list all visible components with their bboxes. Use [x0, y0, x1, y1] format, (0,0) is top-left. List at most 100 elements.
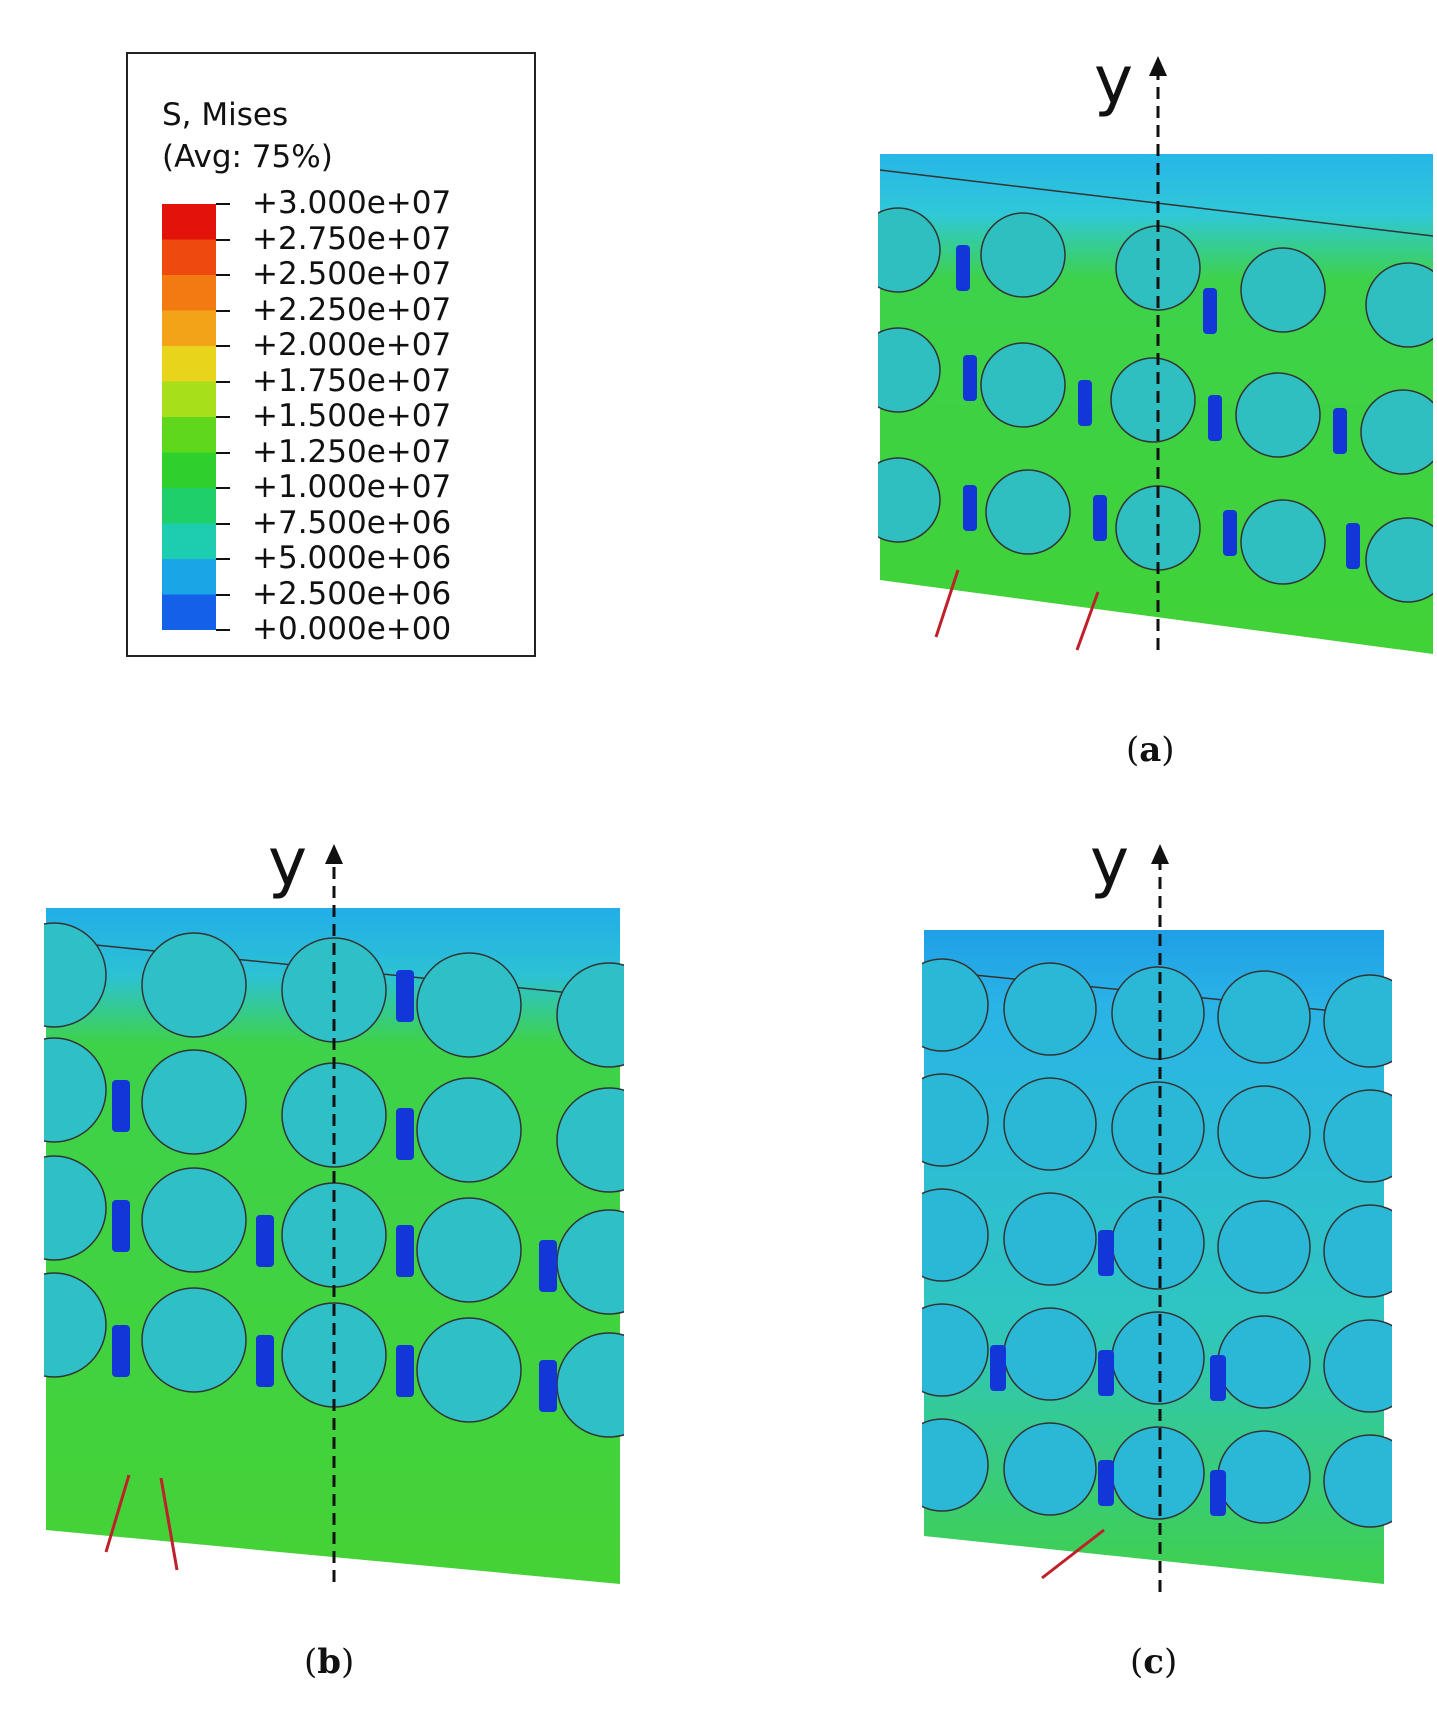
hole: [1365, 262, 1433, 348]
buckled-ligament: [1208, 395, 1222, 441]
legend-swatch: [162, 346, 216, 382]
hole: [1003, 1077, 1097, 1171]
panel-c-caption: (c): [1130, 1642, 1178, 1682]
buckled-ligament: [396, 1345, 414, 1397]
hole: [1003, 1307, 1097, 1401]
hole: [922, 1188, 989, 1282]
hole: [1111, 1426, 1205, 1520]
buckled-ligament: [396, 970, 414, 1022]
buckled-ligament: [396, 1225, 414, 1277]
panel-b-axis-arrowhead: [325, 844, 343, 864]
legend-label: +7.500e+06: [252, 504, 452, 541]
hole: [1003, 1422, 1097, 1516]
hole: [922, 1303, 989, 1397]
panel-a-caption: (a): [1126, 730, 1175, 770]
panel-a-axis-label: y: [1094, 42, 1134, 119]
legend-tick: [216, 487, 230, 489]
legend-tick: [216, 593, 230, 596]
panel-a-contour: [878, 56, 1433, 654]
buckled-ligament: [1098, 1230, 1114, 1276]
hole: [556, 1087, 624, 1193]
hole: [1323, 1319, 1392, 1413]
hole: [141, 932, 247, 1038]
hole: [1110, 357, 1196, 443]
buckled-ligament: [1098, 1350, 1114, 1396]
legend-tick: [216, 451, 230, 454]
hole: [1217, 1315, 1311, 1409]
legend-tick: [216, 629, 230, 631]
hole: [1323, 974, 1392, 1068]
hole: [44, 1155, 107, 1261]
legend-swatch: [162, 204, 216, 240]
legend-tick: [216, 380, 230, 383]
hole: [141, 1167, 247, 1273]
buckled-ligament: [112, 1080, 130, 1132]
legend-label: +1.250e+07: [252, 433, 452, 470]
buckled-ligament: [256, 1335, 274, 1387]
legend-swatch: [162, 310, 216, 347]
panel-b-caption: (b): [304, 1642, 355, 1682]
panel-c-red-arrow: [1041, 1528, 1105, 1580]
legend-color-bar: [162, 204, 216, 630]
hole: [44, 1272, 107, 1378]
hole: [416, 1197, 522, 1303]
hole: [878, 457, 941, 543]
hole: [878, 327, 941, 413]
hole: [1111, 966, 1205, 1060]
hole: [1003, 1192, 1097, 1286]
hole: [556, 962, 624, 1068]
buckled-ligament: [1210, 1470, 1226, 1516]
buckled-ligament: [112, 1200, 130, 1252]
legend-swatch: [162, 523, 216, 560]
legend-tick: [216, 522, 230, 525]
legend-swatch: [162, 452, 216, 489]
panel-b: y: [44, 830, 624, 1590]
hole: [1235, 372, 1321, 458]
hole: [1217, 1430, 1311, 1524]
legend-swatch: [162, 417, 216, 453]
panel-c: y: [922, 830, 1392, 1600]
hole: [1003, 962, 1097, 1056]
legend-label: +3.000e+07: [252, 185, 452, 221]
buckled-ligament: [990, 1345, 1006, 1391]
hole: [1323, 1204, 1392, 1298]
legend-label: +2.500e+07: [252, 256, 452, 292]
panel-a-axis-arrowhead: [1149, 56, 1167, 76]
legend-title-line1: S, Mises: [162, 97, 289, 133]
buckled-ligament: [1210, 1355, 1226, 1401]
hole: [44, 922, 107, 1028]
panel-b-contour: [44, 844, 624, 1584]
legend-tick: [216, 558, 230, 560]
hole: [980, 212, 1066, 298]
hole: [1217, 1085, 1311, 1179]
buckled-ligament: [963, 485, 977, 531]
buckled-ligament: [963, 355, 977, 401]
hole: [922, 1073, 989, 1167]
hole: [1111, 1081, 1205, 1175]
hole: [922, 1418, 989, 1512]
panel-c-axis-label: y: [1090, 824, 1130, 901]
legend-tick: [216, 345, 230, 347]
legend-tick: [216, 309, 230, 312]
hole: [878, 207, 941, 293]
legend-swatch: [162, 488, 216, 524]
panel-b-axis-label: y: [268, 824, 308, 901]
buckled-ligament: [1093, 495, 1107, 541]
hole: [416, 1077, 522, 1183]
hole: [141, 1049, 247, 1155]
hole: [1360, 389, 1433, 475]
legend-tick: [216, 238, 230, 241]
panel-c-axis-arrowhead: [1151, 844, 1169, 864]
legend-swatch: [162, 559, 216, 595]
hole: [44, 1037, 107, 1143]
buckled-ligament: [539, 1240, 557, 1292]
legend-label: +2.250e+07: [252, 291, 452, 328]
buckled-ligament: [1203, 288, 1217, 334]
buckled-ligament: [1346, 523, 1360, 569]
buckled-ligament: [256, 1215, 274, 1267]
panel-c-contour: [922, 844, 1392, 1592]
legend-tick: [216, 203, 230, 205]
panel-b-red-arrow-1: [104, 1474, 131, 1553]
buckled-ligament: [1098, 1460, 1114, 1506]
legend-tick: [216, 416, 230, 418]
